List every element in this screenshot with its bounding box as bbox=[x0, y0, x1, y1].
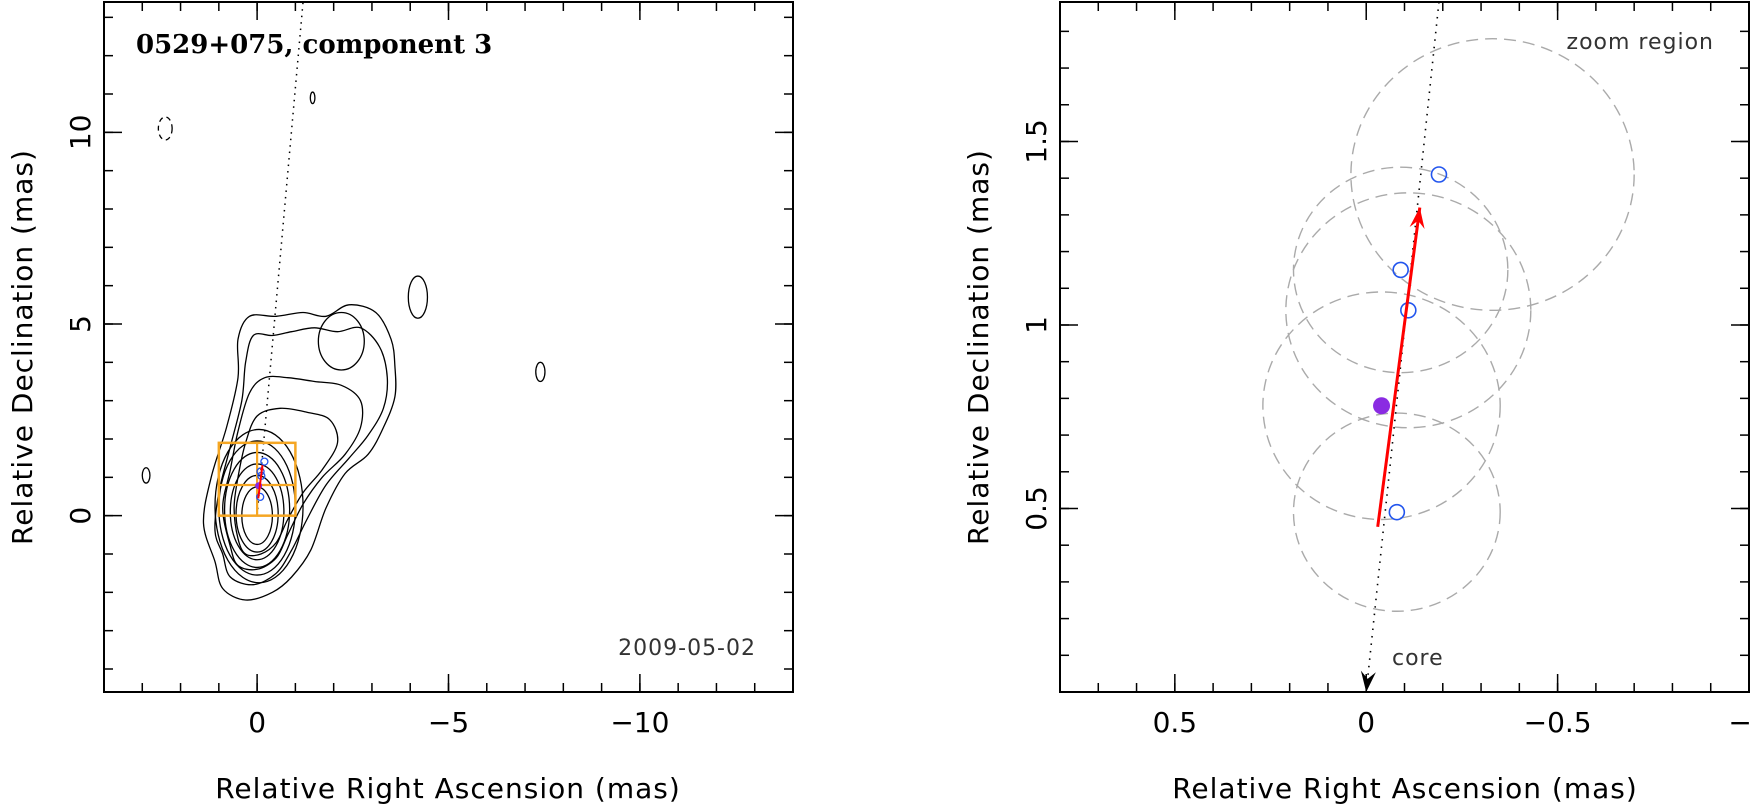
contour-island bbox=[535, 361, 546, 383]
right-y-tick-label: 1 bbox=[1020, 316, 1053, 334]
right-x-tick-label: −1 bbox=[1728, 706, 1752, 739]
right-y-tick-label: 0.5 bbox=[1020, 486, 1053, 531]
beam-circle bbox=[1292, 412, 1501, 612]
core-direction-arrowhead bbox=[1360, 670, 1376, 692]
chart-title: 0529+075, component 3 bbox=[136, 30, 492, 60]
right-overlay bbox=[1360, 1, 1448, 693]
left-contour-map bbox=[141, 91, 546, 601]
right-x-axis-label: Relative Right Ascension (mas) bbox=[1172, 772, 1638, 805]
component-position bbox=[1392, 261, 1409, 279]
left-panel: 0 −5 −10 0 5 10 0529+075, component 3 2009-05… bbox=[6, 1, 794, 805]
epoch-label: 2009-05-02 bbox=[618, 636, 756, 661]
beam-circle bbox=[1285, 192, 1532, 429]
right-x-tick-label: 0 bbox=[1357, 706, 1375, 739]
left-y-tick-label: 0 bbox=[64, 507, 97, 525]
left-plot-frame bbox=[103, 1, 794, 693]
contour-line bbox=[214, 326, 389, 586]
beam-circle bbox=[1350, 38, 1635, 311]
right-y-tick-label: 1.5 bbox=[1020, 119, 1053, 164]
motion-vector bbox=[1376, 207, 1422, 528]
contour-line bbox=[222, 375, 364, 571]
right-plot-frame bbox=[1059, 1, 1750, 693]
contour-line bbox=[202, 304, 397, 601]
component-position bbox=[1388, 503, 1406, 521]
negative-contour bbox=[157, 116, 173, 141]
left-x-tick-label: −5 bbox=[428, 706, 469, 739]
zoom-region-label: zoom region bbox=[1567, 30, 1714, 55]
contour-island bbox=[407, 275, 429, 319]
motion-vector-head bbox=[259, 465, 264, 471]
reference-position bbox=[1373, 397, 1391, 415]
right-y-axis-label: Relative Declination (mas) bbox=[962, 149, 995, 545]
beam-circles bbox=[1262, 38, 1635, 612]
left-axis-ticks: 0 −5 −10 0 5 10 bbox=[64, 2, 794, 739]
core-direction-line bbox=[1365, 1, 1440, 693]
component-position bbox=[1430, 166, 1448, 183]
left-y-axis-label: Relative Declination (mas) bbox=[6, 149, 39, 545]
left-y-tick-label: 5 bbox=[64, 315, 97, 333]
right-axis-ticks: 0.5 0 −0.5 −1 0.5 1 1.5 bbox=[1020, 2, 1752, 739]
trajectory-line bbox=[256, 1, 304, 516]
right-x-tick-label: 0.5 bbox=[1153, 706, 1198, 739]
contour-island bbox=[141, 467, 151, 484]
component-position bbox=[256, 492, 265, 502]
left-x-tick-label: 0 bbox=[248, 706, 266, 739]
contour-island bbox=[309, 91, 316, 105]
contour-island bbox=[317, 311, 365, 371]
core-label: core bbox=[1392, 646, 1444, 671]
left-x-axis-label: Relative Right Ascension (mas) bbox=[215, 772, 681, 805]
motion-vector bbox=[257, 464, 264, 499]
right-x-tick-label: −0.5 bbox=[1524, 706, 1592, 739]
motion-vector-head bbox=[1409, 207, 1425, 230]
left-overlay bbox=[217, 1, 304, 517]
component-position bbox=[260, 457, 269, 466]
left-x-tick-label: −10 bbox=[610, 706, 669, 739]
right-panel: 0.5 0 −0.5 −1 0.5 1 1.5 zoom region core Relat… bbox=[962, 1, 1752, 805]
contour-line bbox=[214, 428, 304, 584]
left-y-tick-label: 10 bbox=[64, 115, 97, 151]
beam-circle bbox=[1262, 291, 1501, 521]
